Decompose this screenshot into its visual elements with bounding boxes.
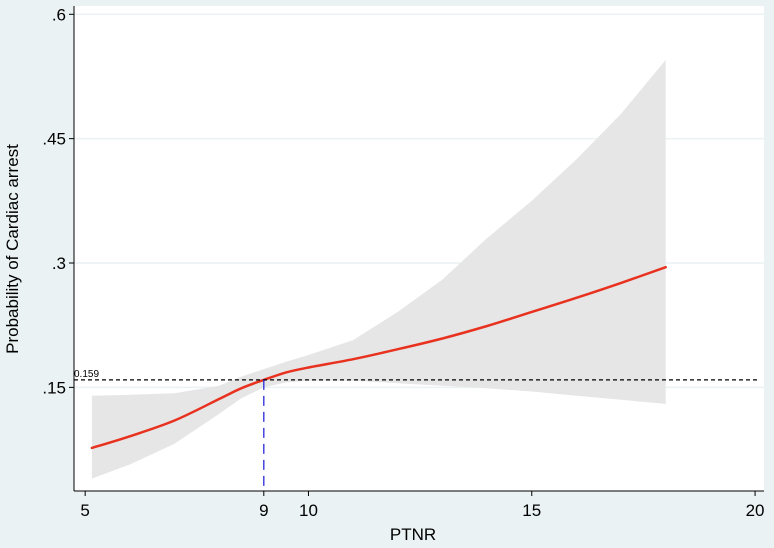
x-tick-label: 15 <box>522 501 541 520</box>
x-tick-label: 5 <box>80 501 89 520</box>
x-axis-title: PTNR <box>390 525 436 544</box>
y-tick-label: .45 <box>42 130 66 149</box>
x-tick-label: 20 <box>746 501 765 520</box>
ci-band-area <box>91 59 666 479</box>
y-axis-title: Probability of Cardiac arrest <box>3 144 22 354</box>
y-tick-label: .15 <box>42 378 66 397</box>
x-tick-label: 10 <box>299 501 318 520</box>
series-layer <box>90 265 667 450</box>
confidence-band <box>91 59 666 479</box>
threshold-label: 0.159 <box>74 369 99 380</box>
y-tick-label: .3 <box>52 254 66 273</box>
x-tick-label: 9 <box>259 501 268 520</box>
annotations: 0.159 <box>74 369 758 487</box>
y-tick-label: .6 <box>52 5 66 24</box>
axes: .15 .3 .45 .6 5 9 10 15 20 <box>42 5 764 520</box>
series-line <box>90 265 667 450</box>
